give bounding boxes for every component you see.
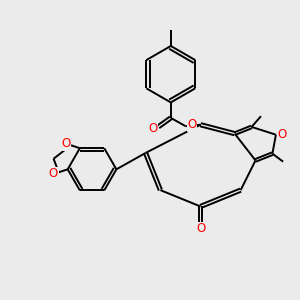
Text: O: O	[148, 122, 158, 135]
Text: O: O	[61, 137, 70, 150]
Text: O: O	[278, 128, 287, 141]
Text: O: O	[196, 222, 205, 235]
Text: O: O	[188, 118, 197, 131]
Text: O: O	[49, 167, 58, 180]
